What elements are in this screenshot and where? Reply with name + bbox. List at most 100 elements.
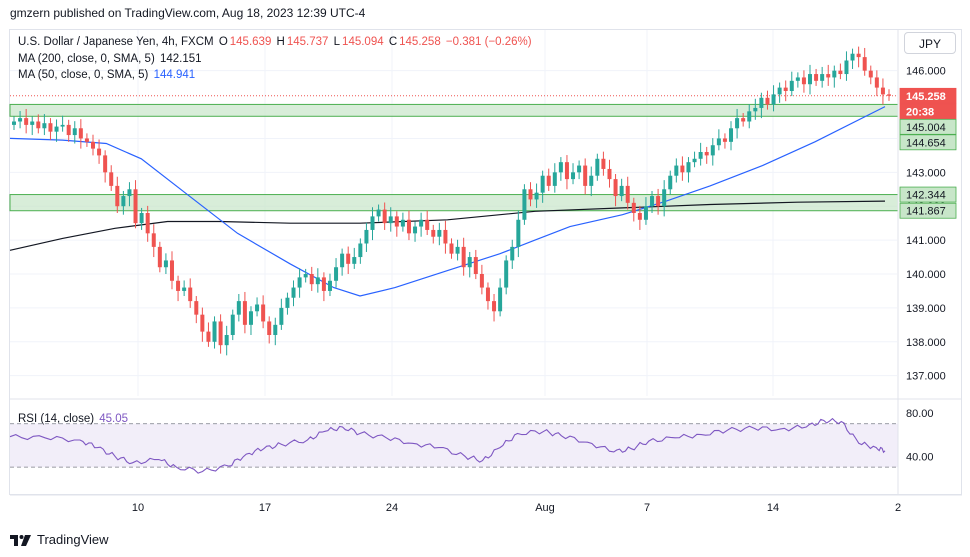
- candle-body: [127, 189, 132, 197]
- candle-body: [358, 243, 363, 258]
- candle-body: [109, 172, 114, 186]
- candle-body: [771, 94, 776, 105]
- price-label-text: 144.654: [906, 137, 946, 149]
- symbol-legend: U.S. Dollar / Japanese Yen, 4h, FXCM O 14…: [18, 36, 534, 48]
- candle-body: [273, 324, 278, 335]
- candle-body: [820, 74, 825, 81]
- symbol-name: U.S. Dollar / Japanese Yen, 4h, FXCM: [18, 36, 214, 48]
- candle-body: [510, 246, 515, 261]
- candle-body: [169, 260, 174, 281]
- candle-body: [583, 165, 588, 186]
- candle-body: [78, 128, 83, 139]
- candle-body: [613, 179, 618, 197]
- time-tick-label: 14: [767, 502, 779, 514]
- candle-body: [90, 141, 95, 149]
- candle-body: [680, 165, 685, 173]
- publish-header: gmzern published on TradingView.com, Aug…: [10, 6, 366, 20]
- candle-body: [522, 189, 527, 220]
- price-label-bg: [899, 134, 957, 151]
- candle-body: [24, 118, 29, 125]
- candle-body: [279, 307, 284, 325]
- candle-body: [856, 53, 861, 58]
- candle-body: [686, 162, 691, 173]
- candle-body: [838, 70, 843, 75]
- price-tick-label: 137.000: [906, 371, 946, 383]
- candle-body: [826, 74, 831, 78]
- candle-body: [255, 304, 260, 312]
- candle-body: [710, 145, 715, 156]
- candle-body: [692, 158, 697, 163]
- axes: 146.000145.000144.000143.000142.000141.0…: [10, 30, 962, 514]
- candle-body: [394, 216, 399, 227]
- candle-body: [346, 253, 351, 264]
- time-tick-label: 2: [895, 502, 901, 514]
- ma50-legend: MA (50, close, 0, SMA, 5) 144.941: [18, 69, 197, 81]
- candle-body: [388, 216, 393, 224]
- candle-body: [601, 158, 606, 169]
- candle-body: [18, 118, 23, 122]
- candle-body: [887, 94, 891, 96]
- candle-body: [443, 229, 448, 244]
- candle-body: [327, 280, 332, 291]
- candle-body: [66, 124, 71, 136]
- ma50-path: [9, 106, 886, 297]
- change-value: −0.381 (−0.26%): [445, 36, 532, 48]
- candle-body: [540, 175, 545, 193]
- price-label-bg: [899, 87, 957, 104]
- candle-body: [425, 219, 430, 230]
- ma200-value: 142.151: [159, 53, 202, 65]
- ma50-label: MA (50, close, 0, SMA, 5): [18, 69, 149, 81]
- candle-body: [631, 202, 636, 213]
- candle-body: [662, 189, 667, 207]
- candle-body: [12, 121, 16, 125]
- ma200-label: MA (200, close, 0, SMA, 5): [18, 53, 155, 65]
- candle-body: [656, 196, 661, 207]
- candle-body: [552, 172, 557, 186]
- candle-body: [242, 301, 247, 325]
- candle-body: [449, 243, 454, 254]
- low-label: L: [333, 36, 341, 48]
- candle-body: [30, 121, 35, 125]
- ma200-line: [9, 200, 886, 251]
- candle-body: [516, 219, 521, 247]
- price-label-bg: [899, 103, 957, 120]
- candle-body: [176, 280, 181, 291]
- rsi-label: RSI (14, close): [18, 413, 95, 425]
- candle-body: [467, 257, 472, 268]
- candle-body: [722, 138, 727, 142]
- support-resistance-zones: [9, 95, 899, 212]
- candle-body: [765, 97, 770, 105]
- candle-body: [309, 274, 314, 285]
- candle-body: [230, 314, 235, 335]
- candle-body: [874, 77, 879, 88]
- candle-body: [704, 152, 709, 156]
- candle-body: [868, 70, 873, 78]
- rsi-band: [10, 423, 898, 468]
- candle-body: [115, 185, 120, 207]
- candle-body: [759, 97, 764, 108]
- candle-body: [674, 165, 679, 176]
- candle-body: [625, 185, 630, 203]
- candle-body: [546, 175, 551, 186]
- candle-body: [850, 53, 855, 61]
- candle-body: [698, 152, 703, 159]
- candle-body: [461, 246, 466, 268]
- rsi-line: [9, 417, 886, 474]
- candle-body: [236, 301, 241, 315]
- candle-body: [498, 287, 503, 312]
- candle-body: [485, 287, 490, 302]
- candle-body: [413, 226, 418, 234]
- high-label: H: [276, 36, 285, 48]
- candle-body: [297, 277, 302, 288]
- price-label-bg: [899, 118, 957, 135]
- footer-brand: TradingView: [37, 532, 109, 547]
- candle-body: [783, 87, 788, 91]
- candle-body: [370, 216, 375, 230]
- candle-body: [455, 246, 460, 254]
- currency-button[interactable]: JPY: [904, 32, 956, 54]
- candle-body: [72, 128, 77, 136]
- price-tick-label: 146.000: [906, 66, 946, 78]
- candle-body: [60, 124, 65, 127]
- high-value: 145.737: [286, 36, 329, 48]
